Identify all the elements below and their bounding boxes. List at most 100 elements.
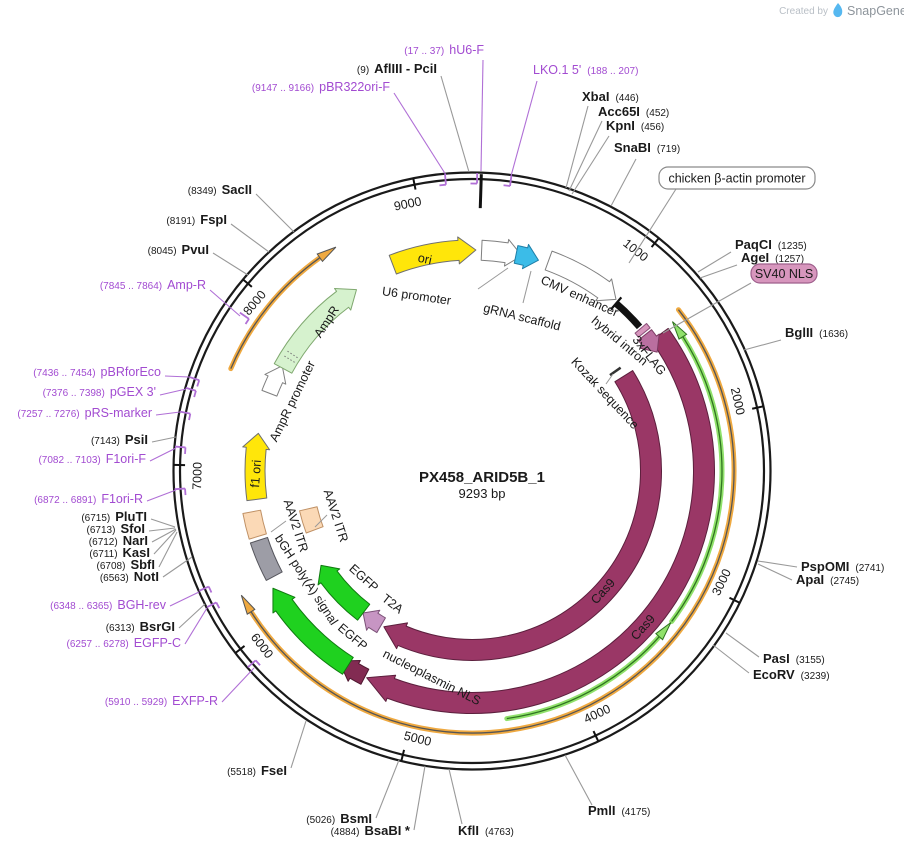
inner-leader-4 (314, 514, 328, 528)
site-label-snaBI[interactable]: SnaBI (719) (614, 140, 680, 155)
feature-cas9-outer[interactable] (366, 327, 715, 714)
site-label-psiI[interactable]: (7143) PsiI (91, 432, 148, 447)
site-label-kflI[interactable]: KflI (4763) (458, 823, 514, 838)
primer-tick-foot-prs-marker (188, 413, 192, 421)
leader-kasI (153, 529, 177, 555)
feature-aav2-itr-inner[interactable] (299, 506, 324, 534)
primer-label-lko1-5[interactable]: LKO.1 5' (188 .. 207) (533, 63, 638, 77)
boxed-label-bg-chicken-b-actin-promoter[interactable] (658, 166, 816, 190)
site-label-pvuI[interactable]: (8045) PvuI (148, 242, 209, 257)
site-label-narI[interactable]: (6712) NarI (89, 533, 148, 548)
primer-label-amp-r[interactable]: (7845 .. 7864) Amp-R (100, 278, 206, 292)
site-label-bsmI[interactable]: (5026) BsmI (306, 811, 372, 826)
leader-kpnI (571, 135, 610, 195)
primer-tick-pbrforeco[interactable] (188, 376, 200, 382)
site-label-pluTI[interactable]: (6715) PluTI (81, 509, 147, 524)
primer-tick-pgex-3[interactable] (185, 386, 197, 392)
primer-tick-f1ori-f[interactable] (174, 445, 186, 449)
site-label-fspI[interactable]: (8191) FspI (166, 212, 227, 227)
primer-tick-exfp-r[interactable] (247, 659, 257, 668)
site-label-sfoI[interactable]: (6713) SfoI (87, 521, 145, 536)
leader-aflIII-pciI (440, 75, 470, 173)
snapgene-logo-icon (833, 3, 843, 18)
primer-tick-bgh-rev[interactable] (198, 585, 210, 592)
feature-u6-promoter[interactable] (480, 238, 523, 267)
feature-ampr-promoter[interactable] (261, 365, 287, 397)
primer-tick-lko1-5[interactable] (509, 175, 513, 187)
leader-lko1-5 (510, 80, 538, 177)
site-label-bglII[interactable]: BglII (1636) (785, 325, 848, 340)
leader-pmlI (564, 754, 593, 806)
site-label-ecoRV[interactable]: EcoRV (3239) (753, 667, 830, 682)
site-label-fseI[interactable]: (5518) FseI (227, 763, 287, 778)
orf-arrowhead-cas9-egfp-orf (240, 594, 256, 615)
primer-label-hu6-f[interactable]: (17 .. 37) hU6-F (404, 43, 484, 57)
primer-tick-foot-pgex-3 (193, 390, 197, 398)
feature-egfp-inner[interactable] (317, 564, 371, 621)
feature-label-ori[interactable]: ori (417, 251, 434, 268)
feature-label-grna-scaffold[interactable]: gRNA scaffold (482, 301, 562, 334)
feature-cas9-inner[interactable] (383, 370, 662, 661)
primer-label-f1ori-f[interactable]: (7082 .. 7103) F1ori-F (38, 452, 146, 466)
site-label-pspOMI[interactable]: PspOMI (2741) (801, 559, 884, 574)
primer-tick-amp-r[interactable] (239, 311, 250, 320)
primer-label-prs-marker[interactable]: (7257 .. 7276) pRS-marker (17, 406, 152, 420)
orf-arrowhead-ampr-orf (316, 246, 337, 263)
feature-bgh-polya[interactable] (249, 536, 283, 581)
feature-ampr[interactable] (273, 288, 357, 374)
site-label-sbfI[interactable]: (6708) SbfI (97, 557, 155, 572)
feature-label-t2a[interactable]: T2A (379, 591, 406, 617)
leader-bsaBI (413, 765, 426, 831)
site-label-acc65I[interactable]: Acc65I (452) (598, 104, 669, 119)
feature-t2a[interactable] (362, 609, 386, 634)
primer-label-pgex-3[interactable]: (7376 .. 7398) pGEX 3' (43, 385, 156, 399)
ring-inner (178, 177, 766, 765)
primer-label-egfp-c[interactable]: (6257 .. 6278) EGFP-C (67, 636, 182, 650)
primer-label-pbrforeco[interactable]: (7436 .. 7454) pBRforEco (33, 365, 161, 379)
site-label-pmlI[interactable]: PmlI (4175) (588, 803, 650, 818)
leader-egfp-c (184, 607, 208, 645)
primer-label-exfp-r[interactable]: (5910 .. 5929) EXFP-R (105, 694, 218, 708)
primer-label-f1ori-r[interactable]: (6872 .. 6891) F1ori-R (34, 492, 143, 506)
primer-tick-egfp-c[interactable] (206, 601, 217, 609)
site-label-kasI[interactable]: (6711) KasI (89, 545, 150, 560)
primer-label-pbr322ori-f[interactable]: (9147 .. 9166) pBR322ori-F (252, 80, 390, 94)
site-label-pasI[interactable]: PasI (3155) (763, 651, 825, 666)
plasmid-size: 9293 bp (459, 486, 506, 501)
feature-sv40-nls-block[interactable] (634, 323, 651, 338)
scale-label-5000: 5000 (402, 729, 432, 749)
site-label-ageI[interactable]: AgeI (1257) (741, 250, 804, 265)
site-label-apaI[interactable]: ApaI (2745) (796, 572, 859, 587)
primer-tick-foot-exfp-r (255, 659, 261, 666)
feature-ori[interactable] (388, 236, 477, 275)
primer-tick-prs-marker[interactable] (179, 410, 191, 415)
boxed-label-bg-sv40-nls[interactable] (750, 263, 818, 284)
site-label-bsaBI[interactable]: (4884) BsaBI * (331, 823, 411, 838)
feature-grna-scaffold[interactable] (513, 243, 539, 270)
leader-narI (151, 528, 177, 543)
leader-xbaI (565, 105, 589, 189)
primer-label-bgh-rev[interactable]: (6348 .. 6365) BGH-rev (50, 598, 167, 612)
site-label-notI[interactable]: (6563) NotI (100, 569, 159, 584)
feature-3xflag[interactable] (637, 329, 660, 353)
plasmid-title: PX458_ARID5B_1 9293 bp (419, 469, 545, 501)
primer-tick-f1ori-r[interactable] (174, 487, 186, 491)
site-label-kpnI[interactable]: KpnI (456) (606, 118, 664, 133)
primer-tick-pbr322ori-f[interactable] (444, 174, 447, 185)
site-label-xbaI[interactable]: XbaI (446) (582, 89, 639, 104)
site-label-bsrGI[interactable]: (6313) BsrGI (106, 619, 175, 634)
feature-cmv-enhancer[interactable] (544, 250, 617, 302)
feature-label-u6-promoter[interactable]: U6 promoter (381, 284, 452, 308)
feature-kozak-tick[interactable] (609, 366, 622, 377)
feature-egfp-outer[interactable] (272, 587, 354, 675)
site-label-paqCI[interactable]: PaqCI (1235) (735, 237, 807, 252)
feature-aav2-itr-outer[interactable] (242, 509, 267, 540)
site-label-sacII[interactable]: (8349) SacII (188, 182, 252, 197)
orf-arcs (228, 246, 737, 736)
scale-tick-8000 (242, 278, 253, 288)
feature-label-f1-ori[interactable]: f1 ori (248, 459, 264, 488)
feature-label-aav2-itr-b[interactable]: AAV2 ITR (321, 488, 351, 544)
feature-guide-tick[interactable] (478, 174, 483, 209)
site-label-aflIII-pciI[interactable]: (9) AflIII - PciI (357, 61, 437, 76)
feature-f1-ori[interactable] (242, 432, 271, 502)
